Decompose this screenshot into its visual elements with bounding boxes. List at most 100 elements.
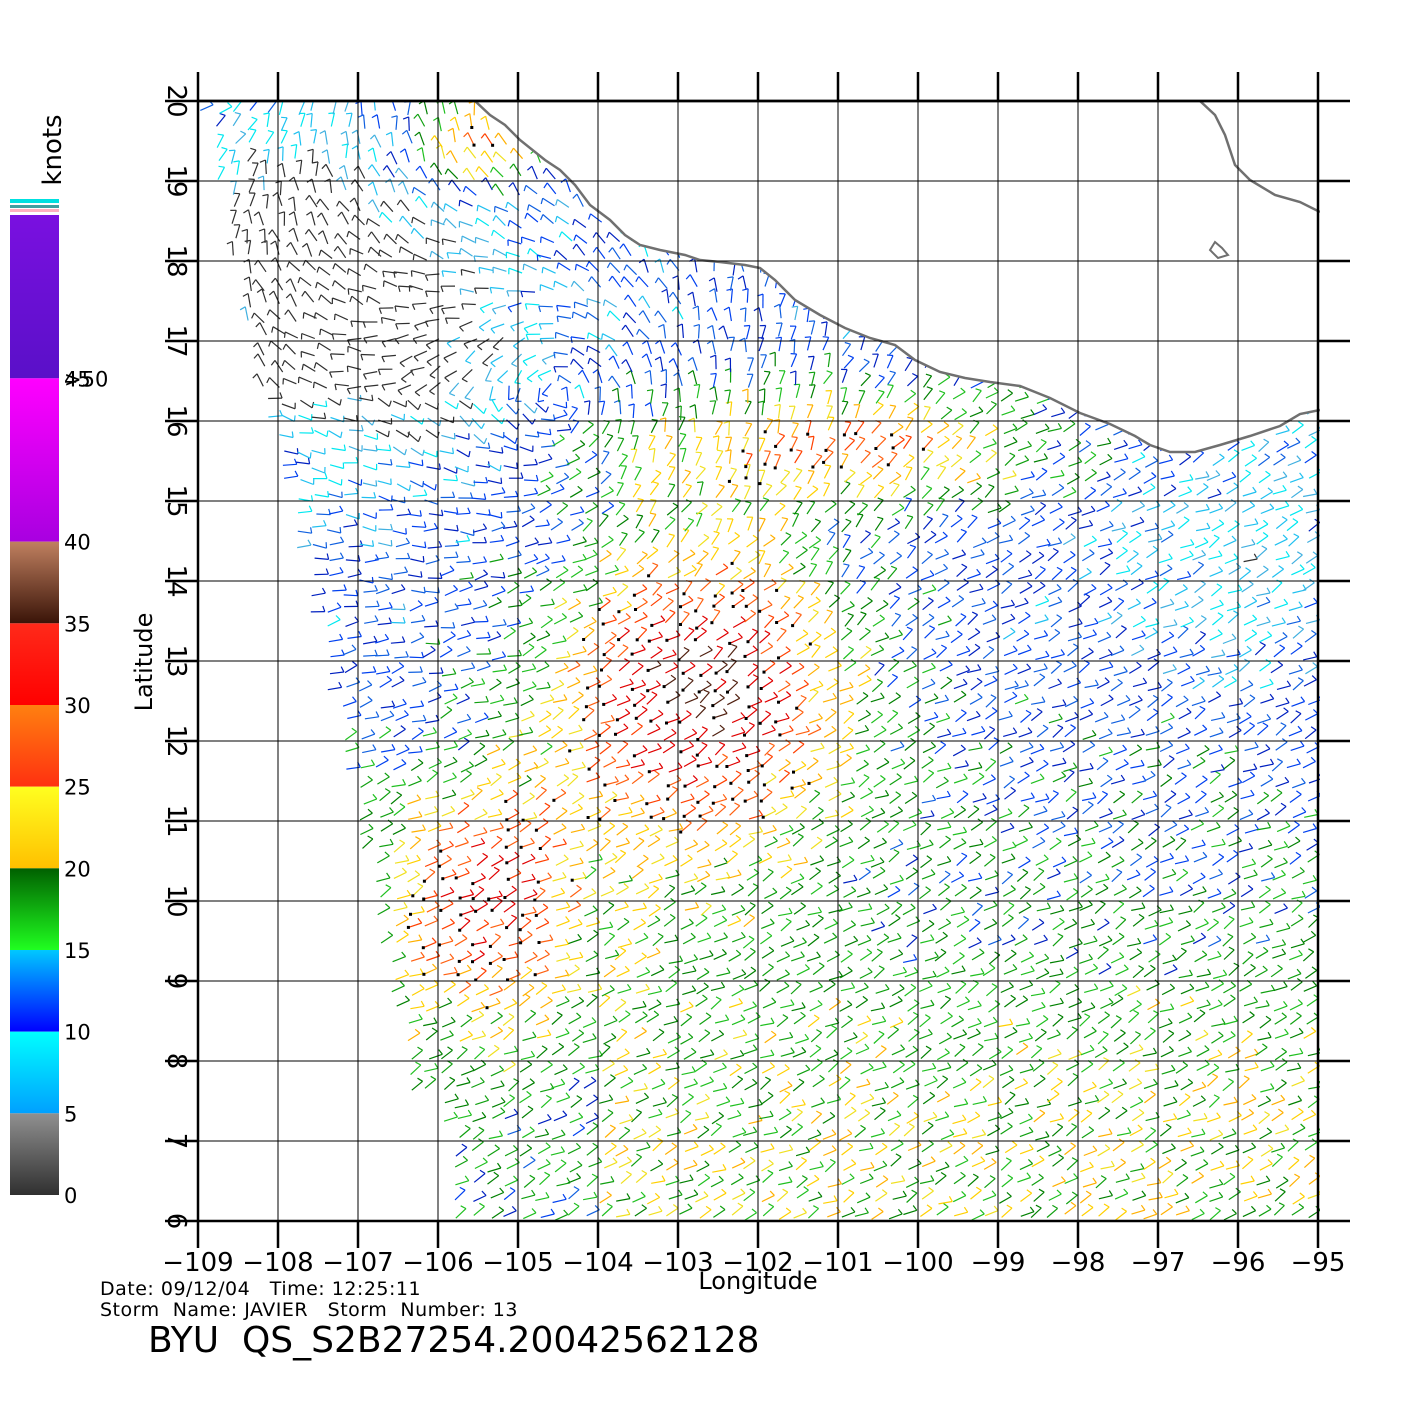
wind-barb — [425, 921, 438, 926]
wind-barb-tick — [721, 982, 724, 987]
wind-barb-tick — [453, 757, 457, 761]
wind-barb — [1257, 813, 1269, 820]
wind-barb — [461, 1070, 474, 1075]
wind-barb — [1274, 604, 1287, 609]
wind-barb-tick — [1090, 763, 1093, 768]
wind-barb — [1083, 805, 1094, 814]
wind-barb — [857, 583, 866, 594]
wind-barb-tick — [1045, 969, 1049, 973]
wind-barb — [986, 762, 996, 772]
wind-barb — [1113, 824, 1124, 833]
wind-barb — [604, 1078, 615, 1087]
rain-flag-dot — [795, 707, 798, 710]
wind-barb-tick — [821, 1098, 825, 1103]
wind-barb — [972, 906, 982, 916]
wind-barb — [1036, 1019, 1048, 1027]
wind-barb — [682, 1097, 693, 1105]
wind-barb — [1051, 1082, 1062, 1090]
wind-barb-tick — [897, 1111, 901, 1116]
wind-barb-tick — [799, 1079, 804, 1082]
wind-barb-tick — [606, 598, 611, 601]
rain-flag-dot — [507, 878, 510, 881]
wind-barb — [412, 1081, 423, 1090]
wind-barb — [935, 700, 949, 703]
wind-barb — [1116, 1111, 1127, 1119]
wind-barb-tick — [641, 760, 644, 765]
wind-barb-tick — [545, 1015, 549, 1019]
wind-barb — [1293, 1128, 1305, 1135]
wind-barb — [618, 812, 632, 815]
wind-barb — [1291, 714, 1301, 724]
wind-barb-tick — [431, 646, 436, 650]
wind-barb — [635, 957, 647, 965]
wind-barb — [1305, 667, 1317, 674]
wind-barb — [684, 760, 696, 767]
wind-barb — [874, 730, 886, 737]
wind-barb — [1229, 1116, 1242, 1122]
wind-barb — [1035, 799, 1049, 802]
wind-barb-tick — [980, 949, 985, 953]
wind-barb-tick — [930, 571, 934, 576]
wind-barb-tick — [1123, 810, 1127, 815]
wind-barb-tick — [1158, 760, 1161, 765]
wind-barb — [568, 1206, 579, 1215]
wind-barb — [521, 716, 534, 721]
wind-barb-tick — [1205, 1046, 1209, 1050]
wind-barb — [492, 1102, 505, 1107]
wind-barb-tick — [1313, 824, 1316, 829]
wind-barb-tick — [1219, 792, 1223, 796]
wind-barb-tick — [790, 937, 794, 942]
wind-barb-tick — [1200, 677, 1205, 681]
wind-barb-tick — [788, 855, 791, 860]
wind-barb-tick — [1251, 1206, 1255, 1210]
wind-barb-tick — [453, 728, 457, 732]
wind-barb — [765, 617, 774, 627]
wind-barb-tick — [1265, 809, 1269, 813]
wind-barb — [1132, 1178, 1145, 1182]
rain-flag-dot — [741, 589, 744, 592]
wind-barb — [1287, 1068, 1301, 1071]
wind-barb-tick — [1170, 984, 1174, 988]
wind-barb-tick — [915, 776, 918, 781]
wind-barb-tick — [462, 1144, 467, 1147]
wind-barb — [859, 778, 869, 788]
wind-barb-tick — [373, 745, 376, 750]
wind-barb — [441, 710, 452, 718]
wind-barb-tick — [1266, 886, 1271, 890]
wind-barb — [1272, 1113, 1284, 1121]
wind-barb-tick — [1296, 837, 1301, 841]
wind-barb-tick — [769, 1160, 774, 1164]
wind-barb — [904, 1127, 914, 1136]
wind-barb — [1291, 646, 1302, 654]
wind-barb-tick — [722, 886, 725, 891]
wind-barb — [423, 1023, 437, 1026]
wind-barb-tick — [709, 1145, 713, 1149]
wind-barb-tick — [961, 806, 966, 810]
wind-barb — [1195, 584, 1206, 593]
wind-barb — [938, 620, 951, 625]
wind-barb — [1036, 958, 1049, 964]
rain-flag-dot — [600, 669, 603, 672]
wind-barb-tick — [1104, 712, 1108, 717]
wind-barb — [570, 889, 581, 897]
legend-band-15 — [10, 950, 59, 1032]
wind-barb — [1005, 1145, 1017, 1153]
wind-barb — [1255, 1006, 1269, 1009]
wind-barb — [1113, 1142, 1124, 1151]
wind-barb-tick — [773, 825, 777, 830]
wind-barb — [891, 746, 904, 751]
wind-barb-tick — [927, 856, 932, 859]
wind-barb — [1272, 954, 1285, 958]
wind-barb — [493, 670, 507, 672]
wind-barb — [733, 1035, 747, 1039]
wind-barb — [873, 619, 885, 627]
wind-barb — [554, 1115, 567, 1120]
wind-barb-tick — [1111, 1161, 1114, 1166]
wind-barb-tick — [593, 1034, 597, 1039]
wind-barb — [813, 918, 824, 927]
wind-barb — [1031, 749, 1044, 754]
wind-barb — [1000, 747, 1012, 754]
wind-barb-tick — [1188, 1079, 1193, 1083]
wind-barb-tick — [1222, 712, 1225, 717]
wind-barb-tick — [1136, 986, 1140, 990]
